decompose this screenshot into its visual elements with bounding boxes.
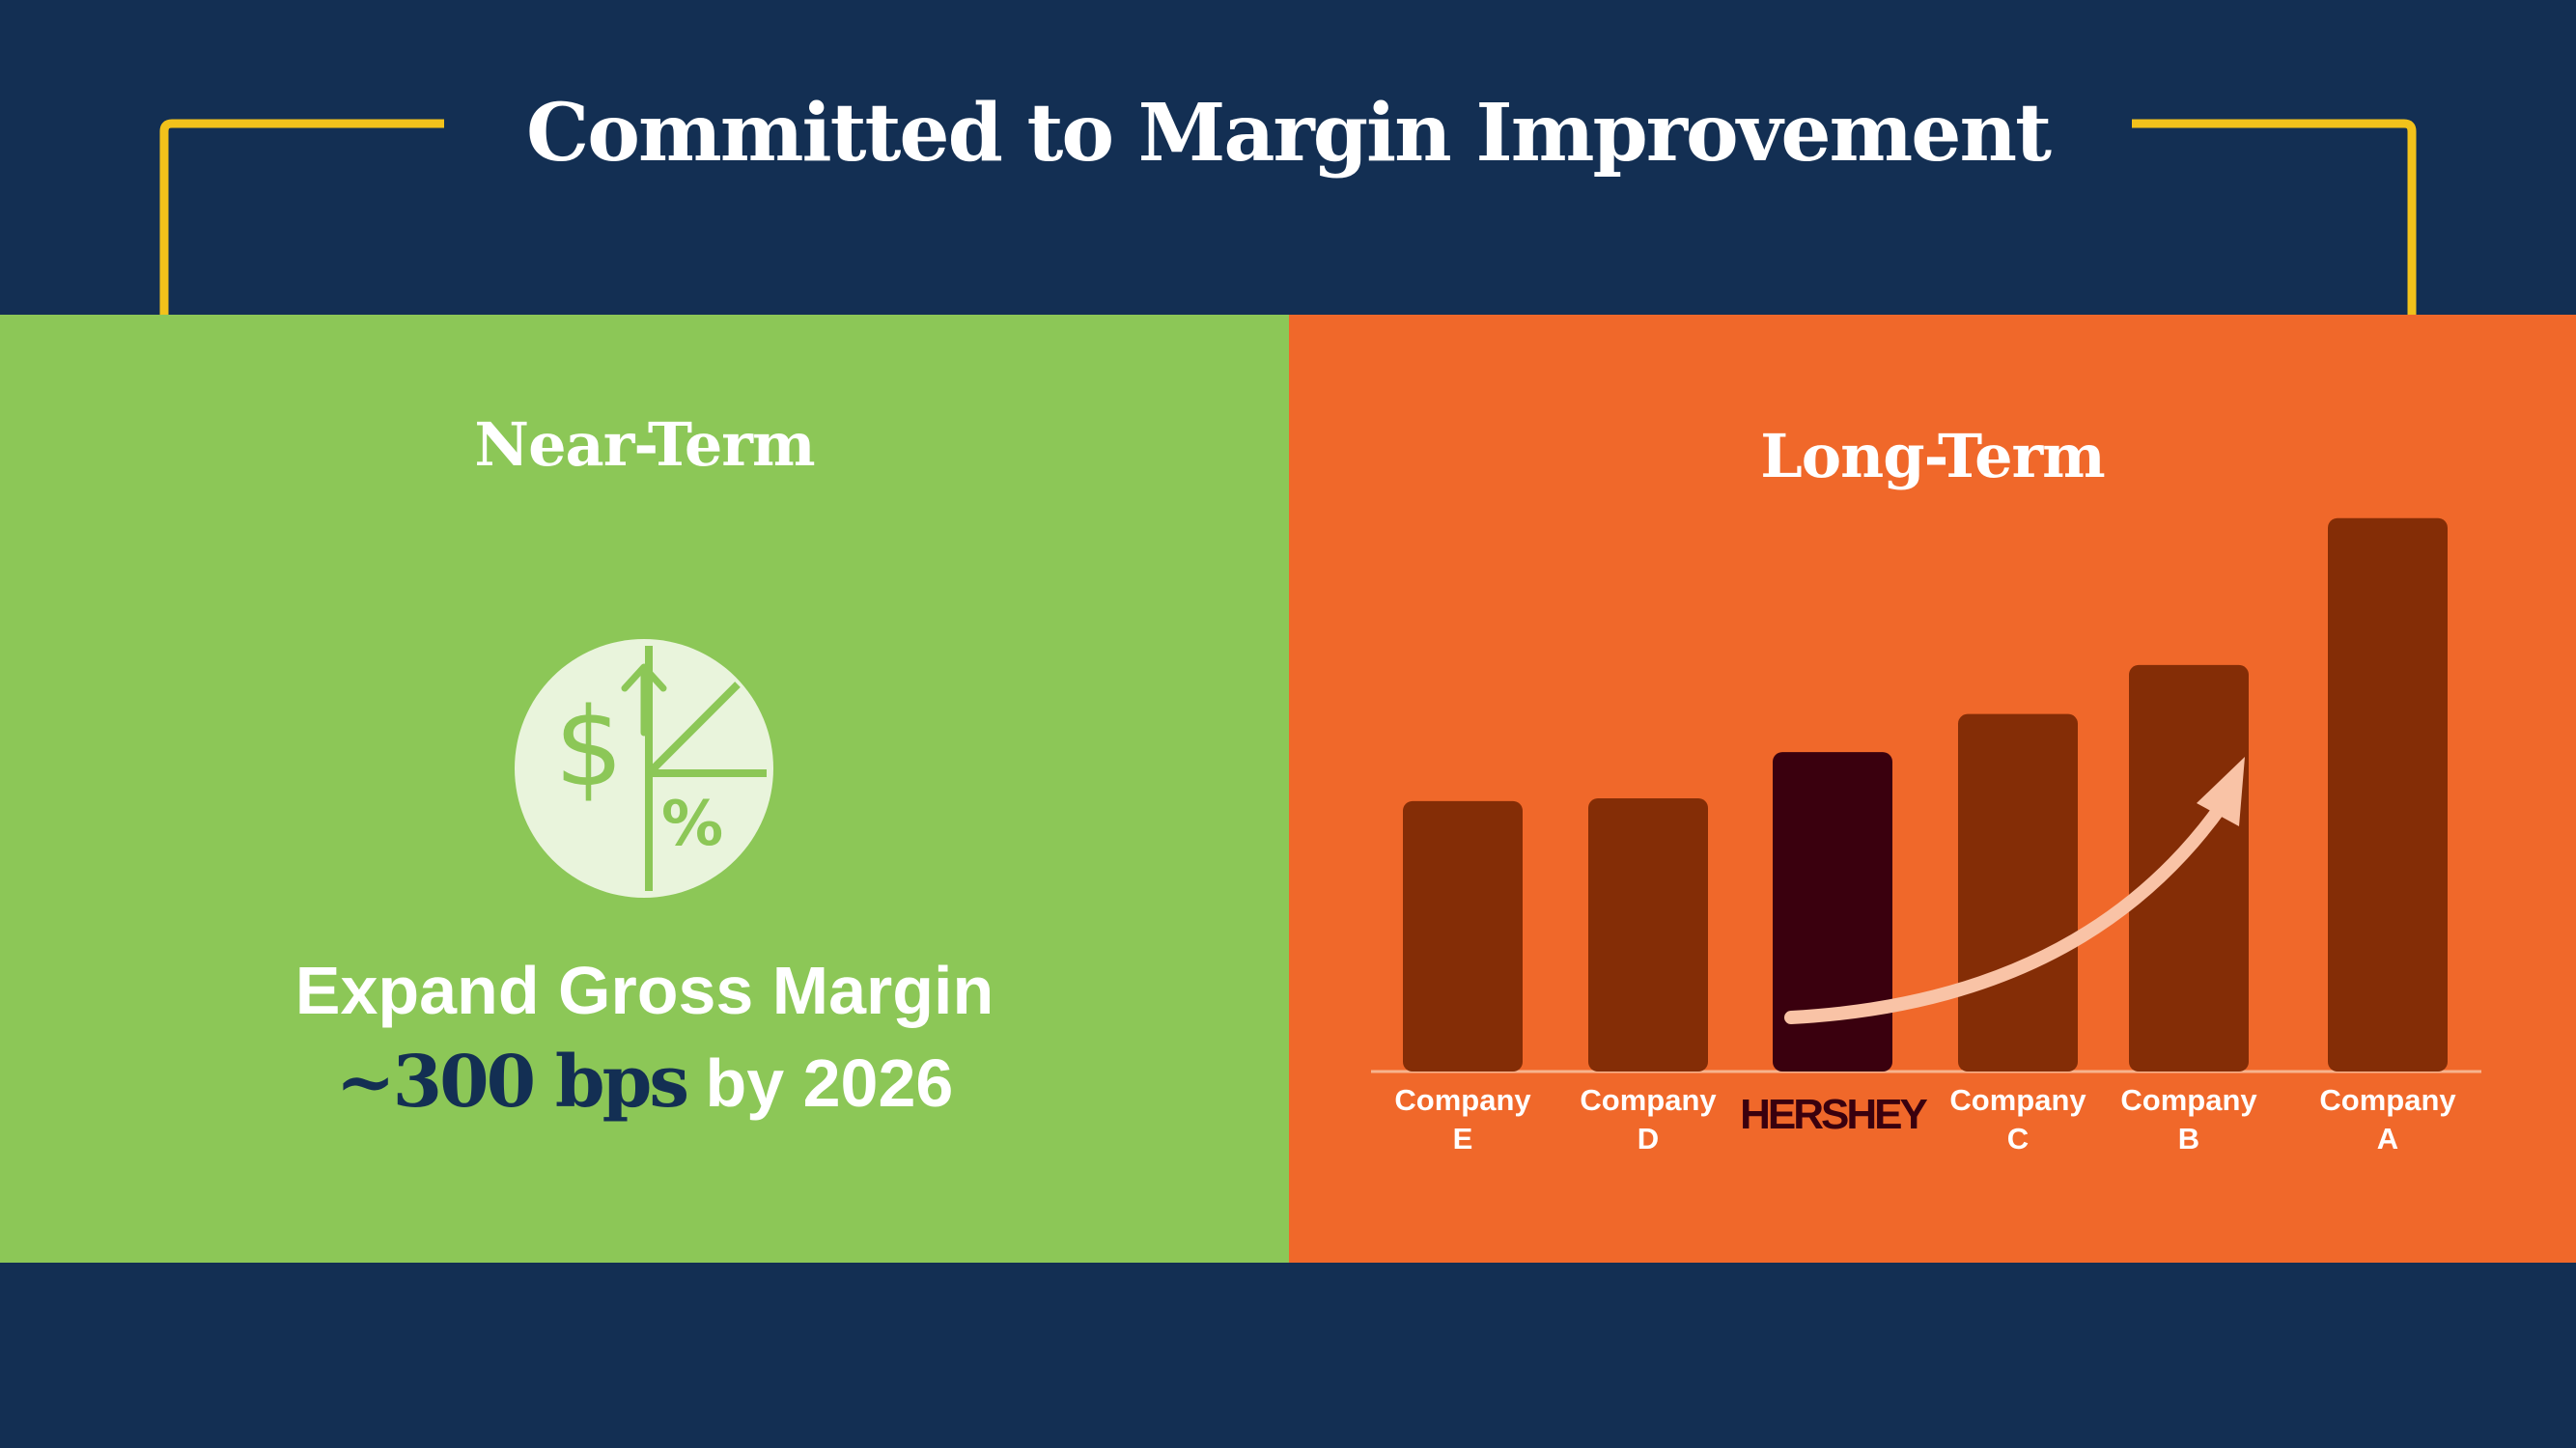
- bar: [1773, 752, 1892, 1072]
- long-term-heading: Long-Term: [1760, 421, 2106, 491]
- margin-pie-icon: $ %: [514, 638, 774, 899]
- category-label: D: [1638, 1122, 1659, 1156]
- page-title: Committed to Margin Improvement: [444, 75, 2132, 191]
- category-label: C: [2007, 1122, 2029, 1156]
- goal-year: by 2026: [686, 1045, 954, 1121]
- near-term-goal-line1: Expand Gross Margin: [294, 953, 994, 1028]
- svg-text:$: $: [554, 685, 623, 811]
- category-label: Company: [2120, 1083, 2257, 1117]
- svg-text:%: %: [661, 789, 723, 860]
- near-term-heading: Near-Term: [474, 409, 815, 480]
- bar: [1588, 798, 1708, 1072]
- brand-label: HERSHEY: [1740, 1091, 1927, 1138]
- category-label: E: [1453, 1122, 1473, 1156]
- trend-arrow-icon: [1784, 757, 2245, 1024]
- near-term-panel: Near-Term $ % Expand Gross Margin ~300 b…: [0, 315, 1289, 1263]
- near-term-goal-line2: ~300 bps by 2026: [0, 1041, 1289, 1124]
- bar: [1403, 800, 1523, 1072]
- category-label: B: [2178, 1122, 2199, 1156]
- category-label: Company: [2319, 1083, 2456, 1117]
- category-label: Company: [1580, 1083, 1717, 1117]
- long-term-panel: Long-Term Company E Company D HERSHEY Company…: [1289, 315, 2576, 1263]
- category-label: A: [2377, 1122, 2398, 1156]
- bps-highlight: ~300 bps: [335, 1041, 689, 1124]
- category-label: Company: [1949, 1083, 2086, 1117]
- category-label: Company: [1394, 1083, 1531, 1117]
- bar: [1958, 713, 2078, 1072]
- bar: [2129, 664, 2249, 1072]
- bar: [2328, 517, 2448, 1072]
